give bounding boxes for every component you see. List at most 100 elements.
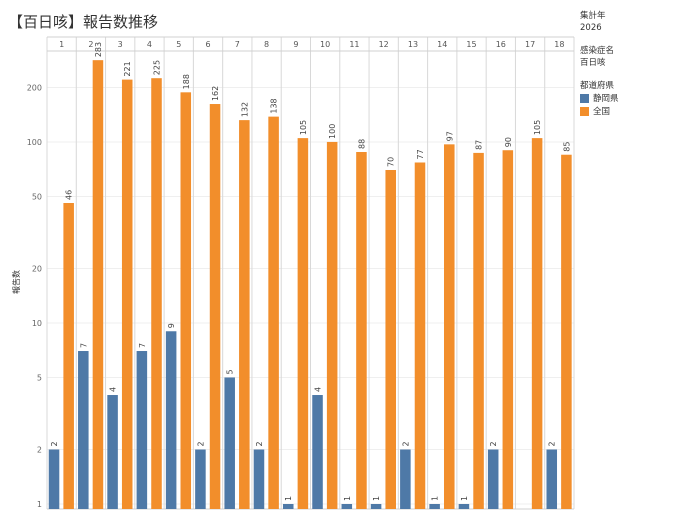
column-header-label: 16	[496, 40, 506, 49]
column-header-label: 7	[235, 40, 240, 49]
bar[interactable]	[209, 104, 221, 510]
data-label: 4	[314, 387, 323, 392]
year-filter-value: 2026	[580, 23, 602, 33]
bar-chart: 1 2 3 4 5 6 7 8 9 10 11 12 13 14 15 16 17 18 125102050100…	[11, 36, 575, 510]
bar[interactable]	[63, 202, 74, 510]
data-label: 225	[152, 60, 161, 75]
bar[interactable]	[151, 78, 162, 509]
data-label: 5	[226, 369, 235, 374]
data-label: 7	[138, 343, 147, 348]
bar[interactable]	[268, 116, 279, 509]
data-label: 2	[255, 441, 264, 446]
bar[interactable]	[48, 449, 60, 509]
bar[interactable]	[107, 395, 118, 509]
data-label: 2	[50, 441, 59, 446]
year-filter-label: 集計年	[580, 11, 606, 21]
bar[interactable]	[531, 138, 543, 509]
data-label: 1	[284, 496, 293, 501]
data-label: 2	[196, 441, 205, 446]
column-header-label: 2	[88, 40, 93, 49]
y-axis-label: 報告数	[11, 270, 21, 294]
bar[interactable]	[78, 351, 89, 509]
column-header-label: 5	[176, 40, 181, 49]
y-tick-label: 100	[27, 138, 42, 147]
bar[interactable]	[444, 144, 455, 510]
column-header-label: 15	[466, 40, 476, 49]
bar[interactable]	[239, 120, 250, 509]
bar[interactable]	[473, 152, 484, 509]
legend-swatch-national	[580, 107, 589, 116]
data-label: 7	[79, 343, 88, 348]
bar[interactable]	[561, 154, 572, 510]
legend-item-shizuoka[interactable]: 静岡県	[580, 92, 685, 105]
bar[interactable]	[326, 141, 338, 510]
column-header-label: 11	[349, 40, 359, 49]
bar[interactable]	[121, 79, 133, 509]
data-label: 97	[445, 131, 454, 141]
bar[interactable]	[458, 504, 470, 509]
chart-title: 【百日咳】報告数推移	[8, 13, 159, 31]
column-header-label: 6	[205, 40, 210, 49]
bar[interactable]	[92, 60, 104, 510]
legend: 都道府県 静岡県 全国	[580, 80, 685, 118]
y-tick-label: 10	[32, 319, 42, 328]
data-label: 2	[401, 441, 410, 446]
bar[interactable]	[282, 504, 294, 509]
bars[interactable]	[48, 60, 572, 510]
column-header-label: 3	[118, 40, 123, 49]
bar[interactable]	[370, 504, 382, 509]
legend-item-national[interactable]: 全国	[580, 105, 685, 118]
bar[interactable]	[253, 449, 265, 509]
column-header-label: 4	[147, 40, 152, 49]
column-header-label: 10	[320, 40, 330, 49]
disease-filter[interactable]: 感染症名 百日咳	[580, 45, 685, 69]
bar[interactable]	[429, 504, 440, 509]
bar[interactable]	[356, 151, 367, 509]
data-label: 1	[431, 496, 440, 501]
bar[interactable]	[195, 449, 206, 509]
column-header-label: 17	[525, 40, 535, 49]
legend-swatch-shizuoka	[580, 94, 589, 103]
bar[interactable]	[136, 351, 148, 509]
data-labels: 2467283422172259188216251322138110541001…	[50, 42, 571, 501]
column-header: 1 2 3 4 5 6 7 8 9 10 11 12 13 14 15 16 17 18	[47, 36, 574, 510]
bar[interactable]	[487, 449, 499, 509]
data-label: 162	[211, 86, 220, 101]
column-header-label: 18	[554, 40, 564, 49]
column-header-label: 1	[59, 40, 64, 49]
data-label: 88	[357, 139, 366, 149]
data-label: 138	[270, 98, 279, 113]
data-label: 70	[387, 157, 396, 167]
data-label: 1	[460, 496, 469, 501]
data-label: 1	[343, 496, 352, 501]
bar[interactable]	[297, 138, 309, 509]
bar[interactable]	[385, 169, 396, 509]
data-label: 46	[65, 190, 74, 200]
y-tick-label: 2	[37, 446, 42, 455]
bar[interactable]	[312, 395, 323, 509]
data-label: 2	[489, 441, 498, 446]
data-label: 90	[504, 137, 513, 147]
column-header-label: 12	[379, 40, 389, 49]
bar[interactable]	[502, 150, 514, 509]
data-label: 2	[548, 441, 557, 446]
bar[interactable]	[165, 331, 177, 509]
year-filter[interactable]: 集計年 2026	[580, 10, 685, 34]
gridlines	[46, 37, 575, 509]
data-label: 85	[562, 142, 571, 152]
disease-filter-value: 百日咳	[580, 58, 606, 68]
legend-title: 都道府県	[580, 81, 615, 91]
data-label: 105	[533, 120, 542, 135]
bar[interactable]	[414, 162, 426, 509]
disease-filter-label: 感染症名	[580, 46, 615, 56]
bar[interactable]	[400, 449, 411, 509]
data-label: 77	[416, 149, 425, 159]
y-tick-label: 1	[37, 500, 42, 509]
bar[interactable]	[546, 449, 558, 509]
data-label: 283	[94, 42, 103, 57]
bar[interactable]	[180, 92, 192, 510]
y-tick-label: 5	[37, 373, 42, 382]
bar[interactable]	[341, 504, 353, 509]
bar[interactable]	[224, 377, 235, 509]
column-header-label: 8	[264, 40, 269, 49]
